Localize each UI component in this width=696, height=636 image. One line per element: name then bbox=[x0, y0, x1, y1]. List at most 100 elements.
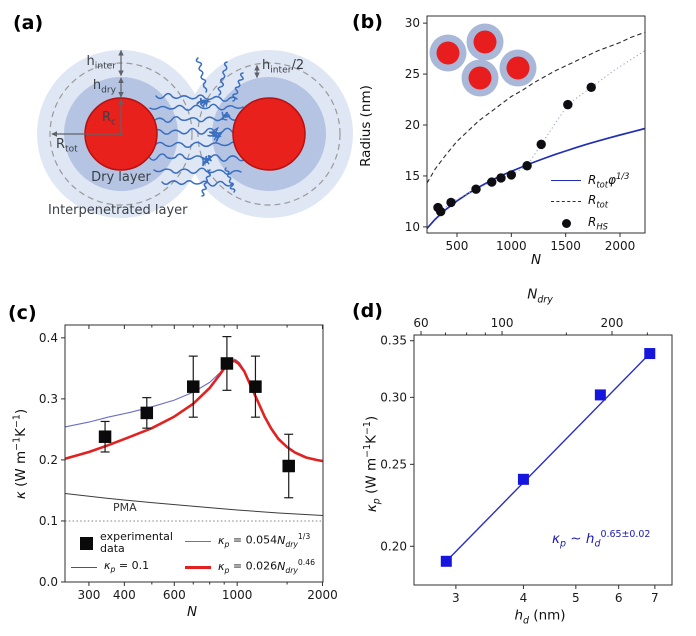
legend-label-experimental: experimental data bbox=[100, 530, 173, 556]
series-rtot_phi bbox=[426, 127, 646, 229]
series-rhs-point bbox=[471, 184, 481, 194]
legend-item-red_fit: κp = 0.026Ndry0.46 bbox=[185, 558, 316, 575]
tick-label: 0.20 bbox=[380, 539, 407, 553]
panel-b-label: (b) bbox=[352, 11, 383, 33]
series-kp_points-point bbox=[644, 348, 656, 360]
tick-label: 3 bbox=[452, 591, 460, 605]
series-rtot bbox=[426, 31, 646, 184]
tick-label: 10 bbox=[405, 220, 420, 234]
tick-label: 15 bbox=[405, 169, 420, 183]
legend-item-blue_fit: κp = 0.054Ndry1/3 bbox=[185, 532, 311, 549]
particle-core bbox=[232, 97, 306, 171]
h-dry-label: hdry bbox=[92, 78, 116, 96]
series-experimental-point bbox=[282, 459, 295, 473]
legend-label-kp_const: κp = 0.1 bbox=[104, 559, 150, 575]
tick-label: 60 bbox=[413, 316, 428, 330]
interpenetrated-layer-label: Interpenetrated layer bbox=[48, 203, 188, 218]
chart-d-ylabel: κp (W m−1K−1) bbox=[361, 415, 383, 513]
series-kp_const bbox=[64, 493, 324, 516]
tick-label: 300 bbox=[77, 588, 100, 602]
chart-d-top-xlabel: Ndry bbox=[527, 286, 553, 306]
inset-particle-core bbox=[468, 66, 492, 90]
r-core-label: Rc bbox=[101, 110, 116, 128]
tick-label: 0.25 bbox=[380, 457, 407, 471]
annotation-pma_label: PMA bbox=[113, 501, 137, 514]
tick-label: 0.2 bbox=[39, 453, 58, 467]
series-rhs-point bbox=[586, 82, 596, 93]
polymer-knot bbox=[201, 155, 212, 167]
series-rhs-point bbox=[496, 173, 506, 183]
panel-c-label: (c) bbox=[8, 302, 37, 324]
series-rhs-point bbox=[506, 170, 517, 180]
tick-label: 2000 bbox=[307, 588, 338, 602]
tick-label: 0.1 bbox=[39, 514, 58, 528]
series-rhs-point bbox=[522, 161, 532, 171]
series-rhs-point bbox=[435, 206, 446, 217]
tick-label: 6 bbox=[615, 591, 623, 605]
legend-label-rhs: RHS bbox=[588, 215, 608, 232]
legend-marker-kp_const bbox=[71, 566, 97, 568]
tick-label: 0.3 bbox=[39, 392, 58, 406]
series-rhs-point bbox=[563, 99, 573, 110]
chart-c-ylabel: κ (W m−1K−1) bbox=[11, 408, 29, 500]
polymer-chain bbox=[148, 153, 247, 162]
chart-b-ylabel: Radius (nm) bbox=[358, 85, 374, 167]
tick-label: 400 bbox=[113, 588, 136, 602]
tick-label: 2000 bbox=[605, 239, 636, 253]
series-red_fit bbox=[64, 359, 324, 463]
chart-d-xlabel: hd (nm) bbox=[514, 607, 566, 627]
tick-label: 0.4 bbox=[39, 331, 58, 345]
legend-label-rtot: Rtot bbox=[588, 193, 609, 210]
polymer-chain bbox=[224, 167, 236, 193]
legend-marker-red_fit bbox=[185, 565, 211, 569]
panel-d-chart: 3 4 5 6 7 0.20 0.25 0.30 0.35 60 100 200 bbox=[380, 316, 673, 605]
series-rhs-point bbox=[446, 197, 456, 208]
dry-layer-label: Dry layer bbox=[91, 170, 151, 185]
inset-particle-core bbox=[436, 41, 460, 65]
tick-label: 20 bbox=[405, 118, 420, 132]
tick-label: 25 bbox=[405, 67, 420, 81]
polymer-chain bbox=[153, 167, 242, 176]
chart-b-xlabel: N bbox=[530, 252, 542, 268]
polymer-chain bbox=[232, 72, 244, 102]
tick-label: 1000 bbox=[496, 239, 527, 253]
polymer-knot bbox=[221, 111, 231, 121]
legend-label-red_fit: κp = 0.026Ndry0.46 bbox=[218, 558, 316, 575]
tick-label: 1000 bbox=[222, 588, 253, 602]
tick-label: 5 bbox=[572, 591, 580, 605]
series-experimental-point bbox=[249, 380, 262, 393]
panel-b-chart: 500 1000 1500 2000 10 15 20 25 30 bbox=[405, 15, 646, 253]
polymer-chain bbox=[144, 127, 250, 137]
h-inter-half-label: hinter/2 bbox=[262, 58, 305, 76]
legend-item-experimental: experimental data bbox=[80, 530, 195, 556]
polymer-knot bbox=[207, 126, 223, 143]
series-fit_line bbox=[445, 353, 651, 562]
legend-item-rtot_phi: Rtotφ1/3 bbox=[551, 171, 630, 190]
polymer-chain bbox=[155, 92, 238, 102]
legend-item-kp_const: κp = 0.1 bbox=[71, 559, 150, 575]
inset-particle-core bbox=[473, 30, 497, 54]
polymer-chain bbox=[149, 103, 244, 111]
center-dot bbox=[119, 132, 123, 136]
legend-label-rtot_phi: Rtotφ1/3 bbox=[588, 171, 630, 190]
polymer-chain bbox=[145, 141, 249, 149]
panel-a-diagram bbox=[37, 49, 353, 218]
chart-c-xlabel: N bbox=[186, 604, 198, 620]
tick-label: 30 bbox=[405, 16, 420, 30]
legend-marker-rtot bbox=[551, 201, 581, 203]
r-tot-label: Rtot bbox=[56, 137, 78, 155]
legend-marker-experimental bbox=[80, 536, 93, 550]
polymer-knot bbox=[196, 97, 212, 108]
legend-marker-rtot_phi bbox=[551, 180, 581, 182]
tick-label: 600 bbox=[163, 588, 186, 602]
series-kp_points-point bbox=[517, 473, 529, 485]
legend-item-rtot: Rtot bbox=[551, 193, 609, 210]
legend-label-blue_fit: κp = 0.054Ndry1/3 bbox=[218, 532, 311, 549]
series-rhs-point bbox=[536, 139, 546, 150]
tick-label: 0.30 bbox=[380, 390, 407, 404]
tick-label: 200 bbox=[601, 316, 624, 330]
tick-label: 0.0 bbox=[39, 575, 58, 589]
polymer-chain bbox=[195, 57, 208, 93]
polymer-chain bbox=[201, 169, 211, 197]
